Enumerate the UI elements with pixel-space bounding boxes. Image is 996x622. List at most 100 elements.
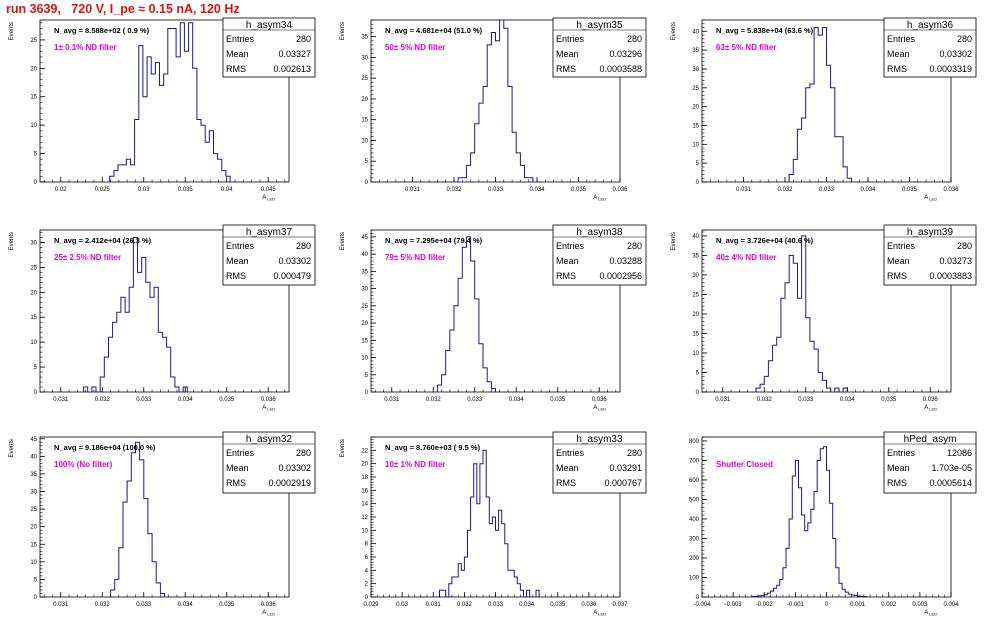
stats-label: Entries bbox=[226, 448, 255, 458]
y-tick-label: 20 bbox=[361, 97, 368, 103]
histogram-line-h_asym34 bbox=[109, 22, 231, 182]
stats-value: 0.03296 bbox=[609, 49, 642, 59]
histogram-line-h_asym32 bbox=[110, 441, 165, 597]
x-tick-label: 0.032 bbox=[777, 187, 793, 193]
y-tick-label: 15 bbox=[361, 118, 368, 124]
x-tick-label: 0.035 bbox=[571, 187, 587, 193]
x-tick-label: 0.032 bbox=[95, 397, 111, 403]
x-tick-label: -0.002 bbox=[756, 602, 774, 608]
x-axis-title: ALED bbox=[593, 405, 606, 412]
y-tick-label: 10 bbox=[361, 138, 368, 144]
stats-value: 0.03327 bbox=[278, 49, 311, 59]
stats-value: 0.000479 bbox=[273, 271, 311, 281]
stats-label: RMS bbox=[887, 64, 907, 74]
plot-frame bbox=[701, 229, 952, 393]
x-tick-label: 0.036 bbox=[581, 602, 597, 608]
filter-label: 79± 5% ND filter bbox=[385, 253, 445, 262]
stats-value: 12086 bbox=[947, 448, 972, 458]
x-axis-title: ALED bbox=[262, 405, 275, 412]
stats-title: h_asym34 bbox=[246, 20, 293, 31]
y-tick-label: 10 bbox=[361, 356, 368, 362]
stats-label: RMS bbox=[226, 271, 246, 281]
x-tick-label: 0.035 bbox=[902, 187, 918, 193]
y-tick-label: 5 bbox=[365, 373, 369, 379]
y-tick-label: 30 bbox=[361, 287, 368, 293]
stats-title: h_asym39 bbox=[907, 227, 954, 238]
x-tick-label: 0.004 bbox=[943, 602, 959, 608]
stats-title: h_asym38 bbox=[576, 227, 623, 238]
n-avg-note: N_avg = 4.681e+04 (51.0 %) bbox=[385, 26, 483, 35]
x-tick-label: 0.032 bbox=[457, 602, 473, 608]
y-tick-label: 600 bbox=[689, 478, 700, 484]
y-tick-label: 25 bbox=[361, 76, 368, 82]
stats-title: h_asym36 bbox=[907, 20, 954, 31]
stats-value: 280 bbox=[627, 241, 642, 251]
y-tick-label: 40 bbox=[30, 454, 37, 460]
y-tick-label: 5 bbox=[365, 159, 369, 165]
filter-label: 50± 5% ND filter bbox=[385, 43, 445, 52]
stats-label: Entries bbox=[556, 241, 585, 251]
stats-value: 280 bbox=[627, 448, 642, 458]
filter-label: 25± 2.5% ND filter bbox=[54, 253, 121, 262]
y-axis-title: Events bbox=[340, 22, 346, 40]
x-axis-title: ALED bbox=[262, 610, 275, 617]
x-tick-label: 0.04 bbox=[221, 187, 233, 193]
histogram-line-h_asym39 bbox=[755, 235, 848, 393]
stats-value: 280 bbox=[296, 34, 311, 44]
x-tick-label: 0.031 bbox=[53, 397, 69, 403]
y-tick-label: 100 bbox=[689, 575, 700, 581]
y-tick-label: 200 bbox=[689, 556, 700, 562]
stats-box bbox=[883, 224, 977, 286]
stats-box bbox=[552, 17, 647, 78]
x-tick-label: 0.02 bbox=[55, 187, 67, 193]
stats-value: 0.0005614 bbox=[929, 478, 972, 488]
stats-value: 0.002613 bbox=[273, 64, 311, 74]
x-axis-title: ALED bbox=[924, 195, 937, 202]
y-tick-label: 20 bbox=[692, 312, 699, 318]
stats-label: RMS bbox=[887, 478, 907, 488]
y-axis-title: Events bbox=[340, 232, 346, 250]
y-tick-label: 25 bbox=[30, 507, 37, 513]
y-tick-label: 35 bbox=[692, 253, 699, 259]
y-tick-label: 10 bbox=[692, 142, 699, 148]
x-tick-label: 0.035 bbox=[178, 187, 194, 193]
y-tick-label: 0 bbox=[34, 390, 38, 396]
y-tick-label: 5 bbox=[696, 161, 700, 167]
n-avg-note: N_avg = 7.295e+04 (79.4 %) bbox=[385, 236, 483, 245]
stats-label: Mean bbox=[556, 49, 579, 59]
stats-label: Mean bbox=[556, 463, 579, 473]
histogram-panel-h_asym39: 0.031 0.032 0.033 0.034 0.035 0.036 0 5 10 15 20 25… bbox=[671, 224, 977, 412]
y-tick-label: 6 bbox=[365, 555, 369, 561]
x-tick-label: 0.035 bbox=[550, 602, 566, 608]
stats-label: Mean bbox=[226, 49, 249, 59]
y-tick-label: 20 bbox=[692, 105, 699, 111]
histogram-panel-h_asym32: 0.031 0.032 0.033 0.034 0.035 0.036 0 5 10 15 20 25… bbox=[9, 431, 316, 617]
y-tick-label: 20 bbox=[361, 462, 368, 468]
x-tick-label: 0.033 bbox=[798, 397, 814, 403]
x-tick-label: -0.001 bbox=[787, 602, 805, 608]
y-tick-label: 15 bbox=[30, 95, 37, 101]
stats-box bbox=[883, 17, 977, 78]
stats-box bbox=[222, 431, 316, 494]
y-tick-label: 25 bbox=[361, 304, 368, 310]
y-tick-label: 0 bbox=[34, 595, 38, 601]
y-tick-label: 35 bbox=[692, 48, 699, 54]
x-tick-label: 0.036 bbox=[943, 187, 959, 193]
plot-frame bbox=[39, 229, 290, 393]
y-tick-label: 40 bbox=[692, 29, 699, 35]
y-tick-label: 15 bbox=[692, 331, 699, 337]
histogram-panel-h_asym36: 0.031 0.032 0.033 0.034 0.035 0.036 0 5 10 15 20 25… bbox=[671, 17, 977, 202]
x-tick-label: 0.037 bbox=[612, 602, 628, 608]
plot-frame bbox=[39, 19, 290, 183]
stats-label: Entries bbox=[556, 448, 585, 458]
x-tick-label: 0.031 bbox=[384, 397, 400, 403]
stats-label: Entries bbox=[226, 241, 255, 251]
y-axis-title: Events bbox=[9, 22, 15, 40]
x-tick-label: 0.033 bbox=[819, 187, 835, 193]
stats-label: Entries bbox=[887, 241, 916, 251]
stats-value: 280 bbox=[296, 241, 311, 251]
y-axis-title: Events bbox=[340, 439, 346, 457]
stats-label: RMS bbox=[226, 478, 246, 488]
stats-label: RMS bbox=[887, 271, 907, 281]
x-axis-title: ALED bbox=[262, 195, 275, 202]
